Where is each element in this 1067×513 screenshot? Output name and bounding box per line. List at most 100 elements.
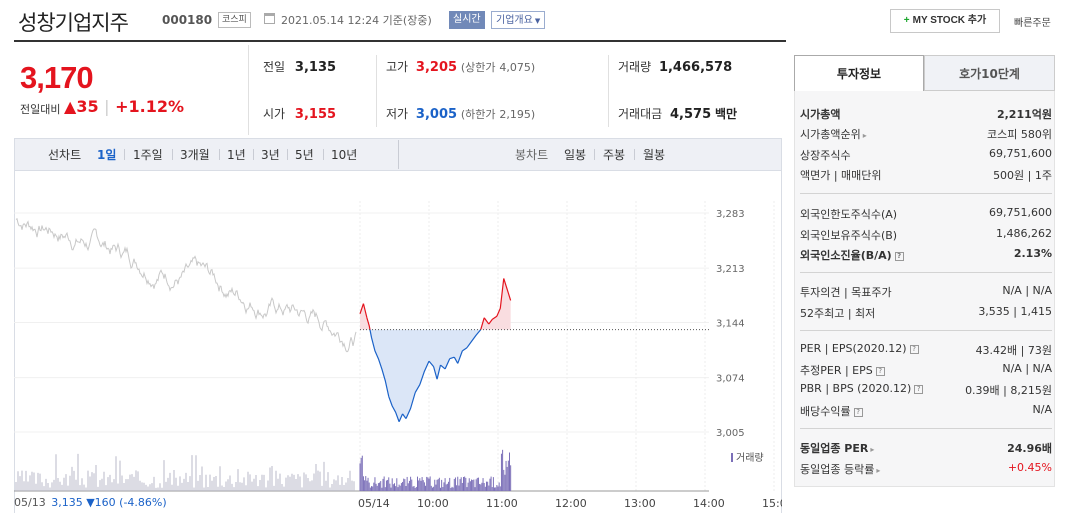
open-value: 3,155 — [294, 107, 337, 122]
add-mystock-label: MY STOCK 추가 — [912, 15, 987, 26]
x-tick-label: 05/14 — [358, 497, 390, 510]
upper-limit-label: (상한가 — [460, 61, 496, 74]
chevron-right-icon: ▸ — [862, 131, 867, 140]
tb-sep — [287, 149, 288, 160]
quote-volume: 거래량 1,466,578 — [618, 58, 732, 75]
amount-value: 4,575 — [670, 107, 712, 122]
market-badge: 코스피 — [218, 12, 251, 28]
upper-limit-value: 4,075) — [499, 61, 536, 74]
change-value: 35 — [76, 97, 99, 116]
volume-label: 거래량 — [618, 60, 652, 74]
corp-info-dropdown[interactable]: 기업개요 ▼ — [491, 11, 546, 29]
stock-code: 000180 — [162, 13, 213, 27]
tab-invest-info[interactable]: 투자정보 — [794, 55, 924, 91]
chevron-right-icon: ▸ — [870, 445, 875, 454]
x-tick-label: 10:00 — [417, 497, 449, 510]
info-value: 2,211억원 — [996, 108, 1052, 121]
info-value: 43.42배 | 73원 — [975, 344, 1052, 357]
prev-day-series — [15, 218, 357, 353]
prev-value: 3,135 — [294, 60, 337, 75]
info-divider — [800, 193, 1052, 194]
y-tick-label: 3,005 — [716, 428, 745, 439]
quote-divider-1 — [376, 55, 377, 127]
x-tick-label: 12:00 — [555, 497, 587, 510]
info-value: 69,751,600 — [989, 206, 1052, 219]
prev-label: 전일 — [263, 60, 286, 74]
info-key: 외국인소진율(B/A)? — [800, 247, 904, 263]
price-divider — [248, 45, 249, 135]
volume-value: 1,466,578 — [658, 60, 733, 75]
tb-sep — [172, 149, 173, 160]
up-arrow-icon: ▲ — [64, 97, 77, 116]
change-label: 전일대비 — [20, 103, 61, 116]
info-row: 추정PER | EPS? N/A | N/A — [800, 359, 1052, 379]
quote-amount: 거래대금 4,575 백만 — [618, 105, 737, 122]
prev-day-info: 05/13 3,135 ▼160 (-4.86%) — [14, 496, 167, 509]
info-value: +0.45% — [1007, 461, 1052, 474]
candle-monthly[interactable]: 월봉 — [643, 148, 666, 162]
low-value: 3,005 — [415, 107, 458, 122]
info-value: N/A | N/A — [1002, 284, 1052, 297]
help-icon[interactable]: ? — [909, 345, 919, 354]
add-mystock-button[interactable]: + MY STOCK 추가 — [890, 9, 1000, 33]
volume-legend-swatch — [731, 453, 733, 462]
chevron-right-icon: ▸ — [876, 466, 881, 475]
tb-sep — [323, 149, 324, 160]
info-key: 동일업종 PER ▸ — [800, 442, 875, 455]
period-1w[interactable]: 1주일 — [133, 148, 163, 162]
tb-sep — [594, 149, 595, 160]
stock-name: 성창기업지주 — [18, 11, 129, 35]
candle-daily[interactable]: 일봉 — [564, 148, 587, 162]
info-key: 시가총액순위 ▸ — [800, 128, 867, 141]
info-row: 시가총액 2,211억원 — [800, 103, 1052, 123]
x-axis-ticks: 05/14 10:00 11:00 12:00 13:00 14:00 15:00 — [358, 497, 782, 510]
period-10y[interactable]: 10년 — [331, 148, 358, 162]
period-1y[interactable]: 1년 — [227, 148, 246, 162]
info-row[interactable]: 동일업종 PER ▸ 24.96배 — [800, 437, 1052, 457]
info-value: 500원 | 1주 — [993, 169, 1052, 182]
info-row[interactable]: 동일업종 등락률 ▸ +0.45% — [800, 458, 1052, 478]
info-row[interactable]: 시가총액순위 ▸ 코스피 580위 — [800, 123, 1052, 143]
prev-day-date: 05/13 — [14, 496, 46, 509]
y-axis-ticks: 3,283 3,213 3,144 3,074 3,005 — [716, 209, 745, 439]
info-row: 배당수익률? N/A — [800, 400, 1052, 420]
info-value: 2.13% — [1013, 247, 1052, 260]
help-icon[interactable]: ? — [853, 408, 863, 417]
up-area — [360, 278, 511, 330]
info-divider — [800, 272, 1052, 273]
amount-label: 거래대금 — [618, 107, 663, 121]
chevron-down-icon: ▼ — [534, 17, 541, 25]
period-1d[interactable]: 1일 — [97, 148, 117, 162]
period-3m[interactable]: 3개월 — [180, 148, 210, 162]
tb-sep — [634, 149, 635, 160]
change-percent: +1.12% — [115, 97, 185, 116]
help-icon[interactable]: ? — [894, 252, 904, 261]
info-key: 추정PER | EPS? — [800, 362, 885, 378]
candle-chart-label: 봉차트 — [515, 148, 549, 162]
info-key: 투자의견 | 목표주가 — [800, 286, 892, 299]
info-divider — [800, 330, 1052, 331]
volume-bars — [15, 449, 512, 491]
quote-high: 고가 3,205 (상한가 4,075) — [386, 58, 535, 75]
lower-limit-label: (하한가 — [460, 108, 496, 121]
y-tick-label: 3,144 — [716, 319, 745, 330]
quick-order-label: 빠른주문 — [1014, 18, 1051, 29]
info-row: 외국인소진율(B/A)? 2.13% — [800, 244, 1052, 264]
help-icon[interactable]: ? — [875, 367, 885, 376]
info-row: PBR | BPS (2020.12)? 0.39배 | 8,215원 — [800, 379, 1052, 399]
period-5y[interactable]: 5년 — [295, 148, 314, 162]
candle-weekly[interactable]: 주봉 — [603, 148, 626, 162]
volume-legend-label: 거래량 — [736, 453, 764, 464]
info-divider — [800, 428, 1052, 429]
current-price: 3,170 — [20, 60, 94, 95]
quick-order-button[interactable]: 빠른주문 — [1014, 14, 1051, 29]
info-row: 투자의견 | 목표주가 N/A | N/A — [800, 281, 1052, 301]
amount-unit: 백만 — [714, 107, 738, 121]
y-tick-label: 3,213 — [716, 264, 745, 275]
realtime-button[interactable]: 실시간 — [449, 11, 485, 29]
help-icon[interactable]: ? — [914, 385, 924, 394]
tab-orderbook[interactable]: 호가10단계 — [924, 55, 1055, 91]
period-3y[interactable]: 3년 — [261, 148, 280, 162]
info-key: PER | EPS(2020.12)? — [800, 342, 919, 355]
tb-sep — [124, 149, 125, 160]
